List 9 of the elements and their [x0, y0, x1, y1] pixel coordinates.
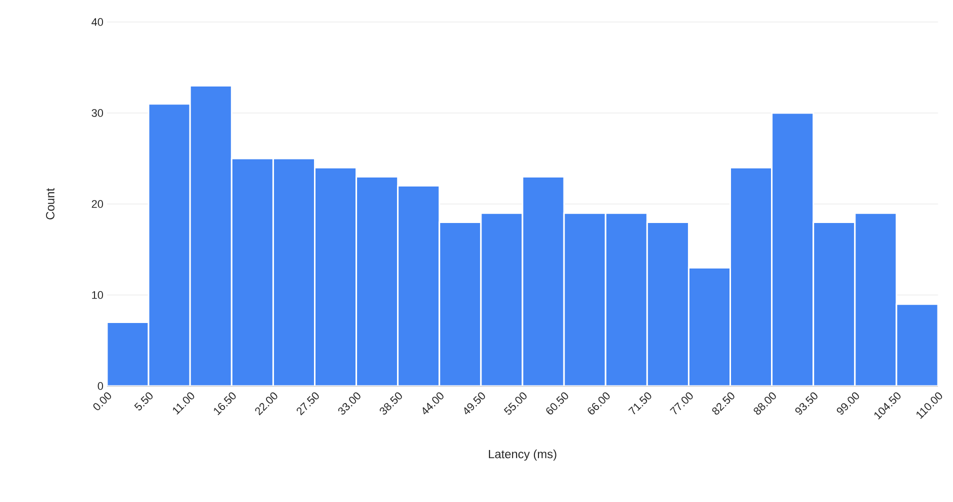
y-tick-label: 30 — [92, 109, 104, 117]
x-tick-label: 0.00 — [93, 392, 112, 410]
x-axis-title: Latency (ms) — [488, 450, 556, 461]
y-tick-label: 20 — [92, 200, 104, 208]
x-tick-label: 5.50 — [134, 392, 153, 410]
y-axis-title: Count — [46, 188, 54, 220]
y-tick-label: 10 — [92, 291, 104, 299]
y-tick-label: 0 — [98, 382, 104, 390]
y-tick-label: 40 — [92, 18, 104, 26]
